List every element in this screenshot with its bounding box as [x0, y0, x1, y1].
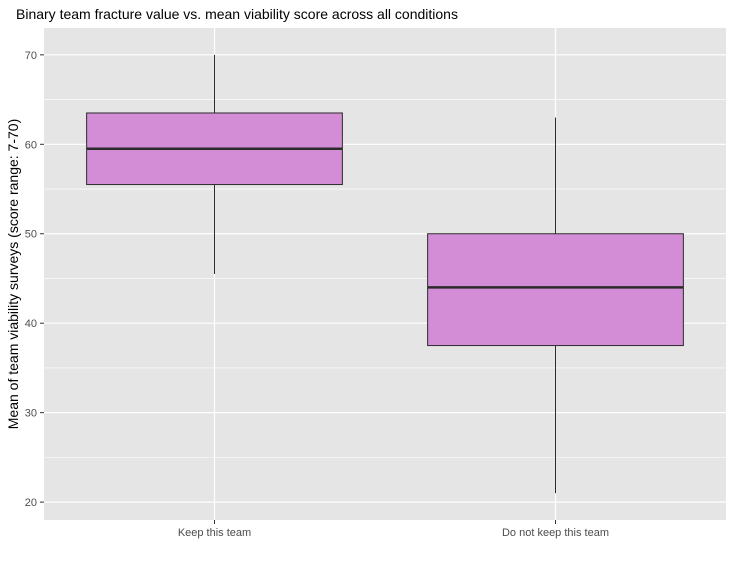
y-tick-label: 30 [25, 408, 37, 420]
grid-lines [44, 28, 726, 520]
x-tick-label: Keep this team [178, 527, 251, 539]
y-tick-label: 20 [25, 497, 37, 509]
box-1 [86, 54, 343, 274]
box-2 [427, 117, 684, 494]
y-axis-label: Mean of team viability surveys (score ra… [5, 119, 21, 429]
y-axis-ticks: 20 30 40 50 60 70 [25, 50, 44, 509]
x-axis-ticks: Keep this team Do not keep this team [178, 520, 609, 539]
box-series [86, 54, 684, 494]
y-tick-label: 50 [25, 229, 37, 241]
iqr-box [427, 233, 684, 347]
y-tick-label: 40 [25, 318, 37, 330]
x-tick-label: Do not keep this team [502, 527, 609, 539]
chart-title: Binary team fracture value vs. mean viab… [16, 6, 458, 22]
y-tick-label: 60 [25, 139, 37, 151]
y-tick-label: 70 [25, 50, 37, 62]
